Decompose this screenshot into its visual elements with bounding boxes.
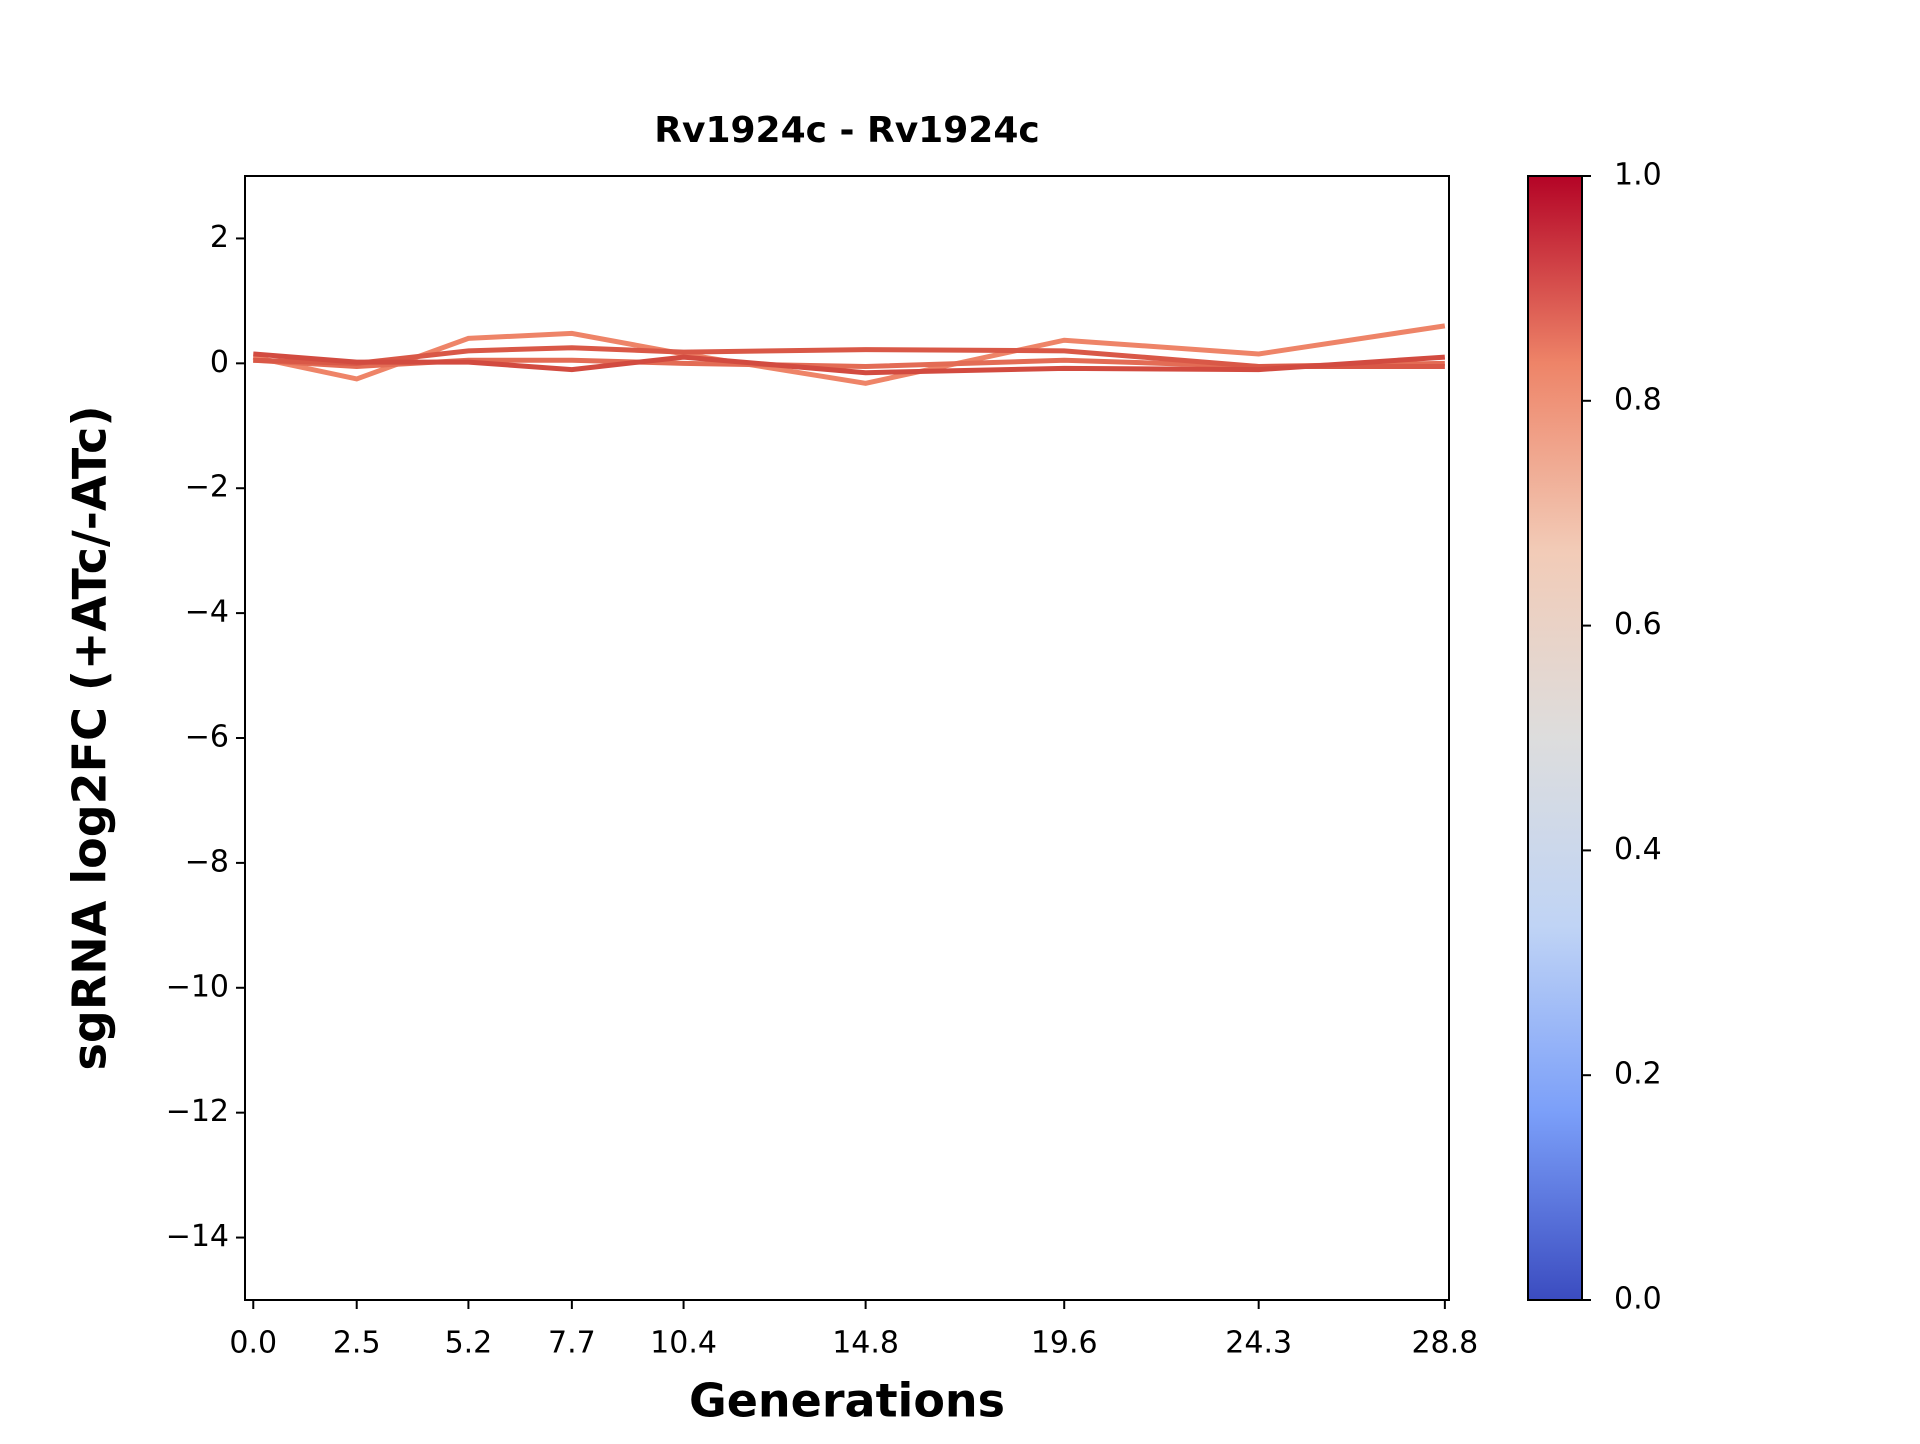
x-tick-label: 19.6 xyxy=(1031,1326,1098,1361)
line-series xyxy=(253,351,1446,376)
colorbar-tick-label: 1.0 xyxy=(1614,158,1662,193)
y-tick-label: −2 xyxy=(185,470,229,505)
colorbar-tick-label: 0.8 xyxy=(1614,382,1662,417)
x-tick-label: 28.8 xyxy=(1411,1326,1478,1361)
colorbar xyxy=(1527,175,1583,1301)
chart-title: Rv1924c - Rv1924c xyxy=(654,110,1039,151)
colorbar-tick-label: 0.4 xyxy=(1614,832,1662,867)
colorbar-tick-label: 0.0 xyxy=(1614,1282,1662,1317)
x-tick-label: 5.2 xyxy=(445,1326,493,1361)
y-tick-label: −6 xyxy=(185,720,229,755)
x-tick-label: 2.5 xyxy=(333,1326,381,1361)
x-tick-label: 10.4 xyxy=(650,1326,717,1361)
y-tick-label: 0 xyxy=(210,345,229,380)
y-tick-label: −14 xyxy=(166,1219,229,1254)
y-tick-label: −10 xyxy=(166,969,229,1004)
colorbar-tick-label: 0.2 xyxy=(1614,1057,1662,1092)
y-tick-label: −4 xyxy=(185,595,229,630)
y-tick-label: −12 xyxy=(166,1094,229,1129)
x-tick-label: 14.8 xyxy=(832,1326,899,1361)
y-tick-label: 2 xyxy=(210,220,229,255)
x-tick-label: 24.3 xyxy=(1225,1326,1292,1361)
y-axis-label: sgRNA log2FC (+ATc/-ATc) xyxy=(63,406,117,1071)
y-tick-label: −8 xyxy=(185,844,229,879)
x-axis-label: Generations xyxy=(689,1374,1005,1428)
x-tick-label: 0.0 xyxy=(229,1326,277,1361)
line-series xyxy=(253,345,1445,369)
x-tick-label: 7.7 xyxy=(548,1326,596,1361)
plot-frame xyxy=(244,175,1450,1301)
colorbar-tick-label: 0.6 xyxy=(1614,607,1662,642)
